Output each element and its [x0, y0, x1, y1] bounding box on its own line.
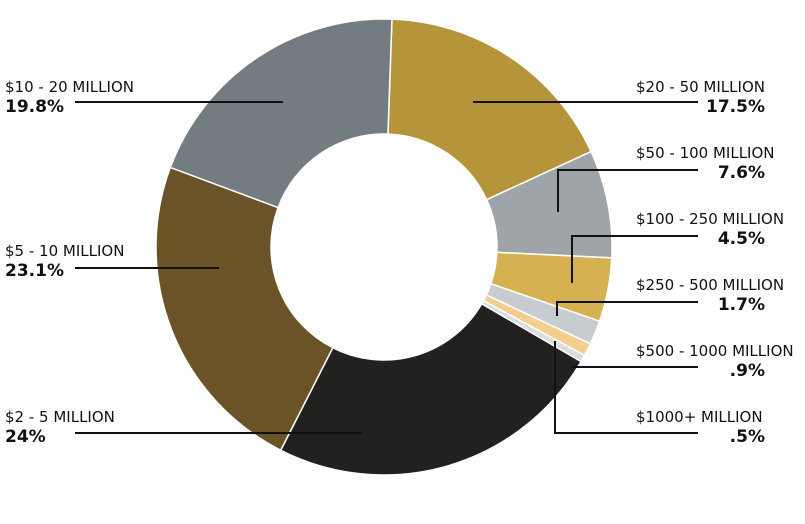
slice-percent-5-10-million: 23.1% — [5, 261, 64, 281]
slice-percent-20-50-million: 17.5% — [706, 97, 765, 117]
leader-line-50-100-million — [557, 169, 698, 212]
slice-percent-2-5-million: 24% — [5, 427, 46, 447]
slice-label-2-5-million: $2 - 5 MILLION — [5, 408, 115, 426]
slice-percent-100-250-million: 4.5% — [718, 229, 765, 249]
slice-5-10-million — [155, 166, 334, 452]
slice-percent-10-20-million: 19.8% — [5, 97, 64, 117]
chart-leader-lines — [75, 101, 698, 434]
slice-percent-50-100-million: 7.6% — [718, 163, 765, 183]
slice-label-5-10-million: $5 - 10 MILLION — [5, 242, 124, 260]
slice-percent-250-500-million: 1.7% — [718, 295, 765, 315]
slice-percent-1000-million: .5% — [730, 427, 765, 447]
leader-line-100-250-million — [571, 235, 698, 283]
slice-10-20-million — [169, 18, 393, 209]
slice-label-1000-million: $1000+ MILLION — [636, 408, 763, 426]
slice-label-100-250-million: $100 - 250 MILLION — [636, 210, 784, 228]
slice-label-250-500-million: $250 - 500 MILLION — [636, 276, 784, 294]
leader-line-1000-million — [554, 341, 698, 434]
slice-label-50-100-million: $50 - 100 MILLION — [636, 144, 775, 162]
slice-label-20-50-million: $20 - 50 MILLION — [636, 78, 765, 96]
chart-slices — [155, 18, 613, 476]
slice-20-50-million — [387, 18, 593, 201]
slice-label-10-20-million: $10 - 20 MILLION — [5, 78, 134, 96]
slice-label-500-1000-million: $500 - 1000 MILLION — [636, 342, 794, 360]
leader-line-250-500-million — [556, 301, 698, 316]
slice-percent-500-1000-million: .9% — [730, 361, 765, 381]
